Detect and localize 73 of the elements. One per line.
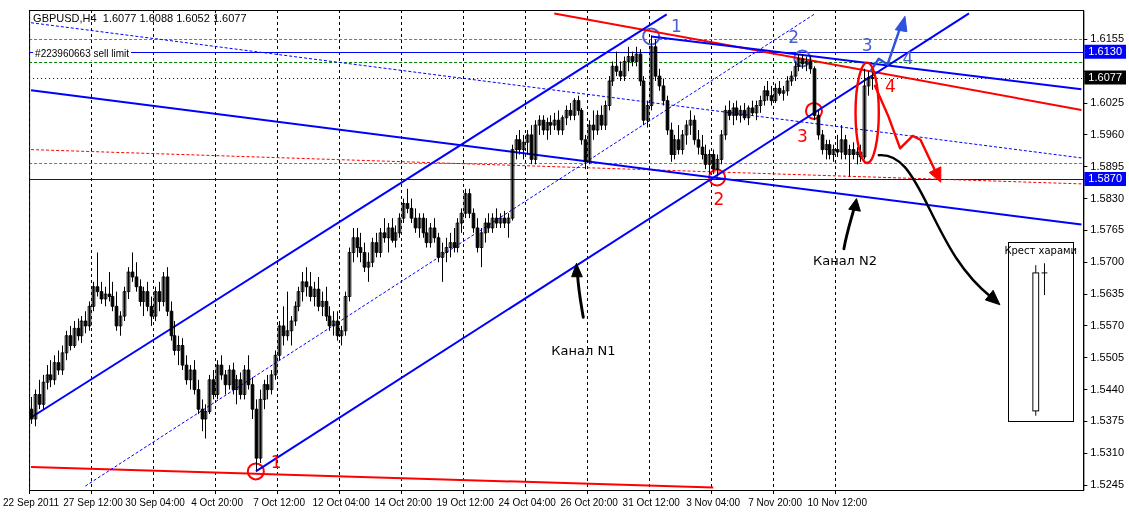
candlestick (242, 364, 247, 400)
y-tick-label: 1.5375 (1090, 414, 1125, 427)
annotation: 2 (713, 188, 725, 209)
y-tick-label: 1.5960 (1090, 127, 1125, 140)
x-tick-label: 30 Sep 04:00 (125, 496, 186, 508)
candlestick (417, 212, 422, 239)
x-tick-label: 19 Oct 12:00 (436, 496, 495, 508)
x-tick-label: 3 Nov 04:00 (686, 496, 741, 508)
chart-title: GBPUSD,H4 1.6077 1.6088 1.6052 1.6077 (33, 11, 247, 24)
x-tick-label: 26 Oct 20:00 (560, 496, 619, 508)
x-tick-label: 22 Sep 2011 (3, 496, 60, 508)
candlestick (444, 237, 449, 263)
x-tick-label: 12 Oct 04:00 (312, 496, 371, 508)
point (642, 27, 661, 46)
point (793, 49, 812, 68)
point (246, 462, 265, 481)
annotation: Канал N2 (812, 252, 878, 268)
candlestick (595, 109, 600, 136)
candlestick (312, 281, 317, 307)
candlestick (533, 119, 538, 165)
x-tick-label: 14 Oct 20:00 (374, 496, 433, 508)
y-tick-label: 1.6155 (1090, 32, 1125, 45)
annotation: 4 (885, 75, 896, 96)
y-tick-label: 1.5570 (1090, 318, 1125, 331)
x-tick-label: 7 Oct 12:00 (253, 496, 306, 508)
x-tick-label: 10 Nov 12:00 (807, 496, 868, 508)
point (804, 101, 823, 120)
candlestick (428, 222, 433, 249)
candlestick (227, 364, 232, 391)
y-tick-label: 1.5505 (1090, 350, 1125, 363)
annotation: 1 (670, 15, 682, 36)
candlestick (370, 237, 375, 268)
x-tick-label: 24 Oct 04:00 (498, 496, 557, 508)
y-tick-label: 1.6025 (1090, 96, 1125, 109)
annotation: 3 (796, 125, 808, 146)
candlestick (839, 124, 844, 160)
candlestick (386, 222, 391, 253)
y-tick-label: 1.5635 (1090, 287, 1125, 300)
candlestick (52, 354, 57, 386)
ref-line-label: 1.5870 (1088, 172, 1123, 185)
x-tick-label: 27 Sep 12:00 (63, 496, 124, 508)
candlestick (176, 335, 181, 366)
y-tick-label: 1.5700 (1090, 255, 1125, 268)
y-tick-label: 1.5830 (1090, 191, 1125, 204)
candlestick (331, 310, 336, 337)
candlestick (490, 212, 495, 234)
candlestick (746, 105, 751, 126)
y-tick-label: 1.5310 (1090, 446, 1125, 459)
x-tick-label: 31 Oct 12:00 (622, 496, 681, 508)
candlestick (72, 320, 77, 349)
candlestick (103, 286, 108, 307)
candlestick (41, 374, 46, 410)
ref-line-label: 1.6130 (1088, 44, 1123, 57)
point (708, 168, 727, 187)
y-tick-label: 1.5440 (1090, 382, 1125, 395)
candlestick (285, 291, 290, 342)
y-tick-label: 1.5245 (1090, 478, 1125, 491)
candlestick (688, 109, 693, 136)
x-tick-label: 4 Oct 20:00 (191, 496, 244, 508)
x-tick-label: 7 Nov 20:00 (748, 496, 803, 508)
candlestick (448, 232, 453, 258)
candlestick (188, 364, 193, 391)
candlestick (320, 291, 325, 317)
ref-line-label: #223960663 sell limit (35, 48, 130, 60)
annotation: 3 (861, 34, 873, 55)
annotation: Канал N1 (551, 342, 616, 358)
ref-line-label: 1.6077 (1088, 70, 1123, 83)
y-tick-label: 1.5765 (1090, 223, 1125, 236)
candlestick (33, 389, 38, 427)
candlestick (560, 114, 565, 136)
y-tick-label: 1.5895 (1090, 159, 1125, 172)
candlestick (378, 227, 383, 258)
candlestick (684, 119, 689, 146)
